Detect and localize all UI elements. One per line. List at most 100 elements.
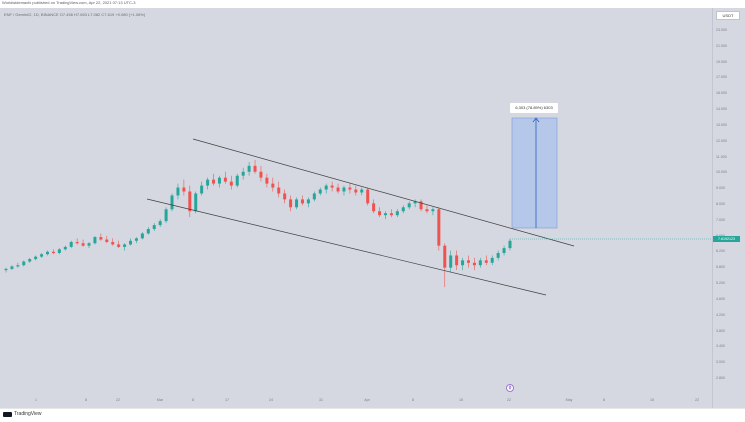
- time-axis-label: 31: [319, 398, 323, 402]
- price-axis-label: 5.800: [716, 265, 725, 270]
- current-price-label: 7.6192123: [713, 236, 740, 242]
- price-axis-label: 23.000: [716, 28, 727, 32]
- candle-body: [223, 177, 227, 182]
- candle-body: [289, 199, 293, 208]
- candle-body: [259, 171, 263, 178]
- candle-body: [401, 207, 405, 212]
- candle-body: [212, 179, 216, 184]
- time-axis-label: 17: [225, 398, 229, 402]
- candle-body: [40, 254, 44, 257]
- price-axis[interactable]: [712, 8, 745, 408]
- candle-body: [336, 187, 340, 192]
- target-box: [511, 117, 558, 229]
- price-axis-label: 16.000: [716, 91, 727, 96]
- candle-body: [342, 187, 346, 192]
- candle-body: [490, 257, 494, 263]
- candle-body: [34, 256, 38, 260]
- price-axis-label: 7.000: [716, 217, 725, 222]
- price-axis-label: 5.200: [716, 281, 725, 286]
- candle-body: [318, 189, 322, 194]
- candle-body: [372, 203, 376, 212]
- tradingview-logo[interactable]: TradingView: [3, 411, 42, 417]
- price-axis-label: 3.800: [716, 328, 725, 333]
- price-axis-label: 4.600: [716, 296, 725, 301]
- candle-body: [123, 244, 127, 247]
- candle-body: [93, 237, 97, 244]
- channel-upper-line: [192, 138, 575, 247]
- candle-body: [164, 209, 168, 222]
- candle-body: [508, 240, 512, 249]
- channel-lower-line: [146, 198, 547, 296]
- price-axis-label: 6.800: [716, 234, 725, 238]
- candle-body: [478, 260, 482, 266]
- time-axis-label: 15: [650, 398, 654, 402]
- candle-body: [271, 183, 275, 188]
- price-axis-label: 11.000: [716, 154, 727, 159]
- candle-body: [105, 239, 109, 242]
- target-label: 6.303 (78.89%) 6303: [510, 103, 558, 113]
- candle-body: [217, 177, 221, 184]
- price-axis-label: 21.000: [716, 43, 727, 48]
- candle-body: [413, 201, 417, 204]
- price-axis-label: 3.000: [716, 360, 725, 365]
- candle-body: [152, 225, 156, 230]
- candle-body: [330, 185, 334, 188]
- candle-body: [360, 189, 364, 193]
- candle-body: [449, 255, 453, 268]
- candle-body: [235, 175, 239, 186]
- time-axis-label: 8: [603, 398, 605, 402]
- price-axis-label: 14.000: [716, 107, 727, 112]
- footer: TradingView: [0, 408, 745, 422]
- publish-header: Worldwidemaxfx published on TradingView.…: [0, 0, 745, 8]
- price-axis-label: 4.200: [716, 312, 725, 317]
- candle-body: [484, 260, 488, 263]
- candle-body: [16, 265, 20, 267]
- chart-area[interactable]: [0, 8, 712, 408]
- candle-body: [389, 213, 393, 216]
- price-axis-label: 2.800: [716, 376, 725, 380]
- candle-body: [395, 211, 399, 216]
- candle-body: [295, 199, 299, 208]
- price-axis-label: 13.000: [716, 122, 727, 127]
- candle-body: [437, 209, 441, 246]
- currency-badge[interactable]: USDT: [716, 11, 740, 20]
- price-axis-label: 3.400: [716, 344, 725, 349]
- candle-body: [324, 185, 328, 190]
- time-axis-label: Apr: [364, 398, 370, 402]
- candle-body: [63, 246, 67, 250]
- candle-body: [176, 187, 180, 196]
- candle-body: [99, 237, 103, 240]
- candle-body: [200, 185, 204, 194]
- price-axis-label: 8.000: [716, 202, 725, 206]
- candle-body: [306, 199, 310, 204]
- candle-body: [253, 165, 257, 172]
- price-axis-label: 6.200: [716, 249, 725, 254]
- candle-body: [188, 191, 192, 212]
- candle-body: [194, 193, 198, 212]
- candle-body: [277, 187, 281, 194]
- candle-body: [455, 255, 459, 266]
- time-axis-label: Mar: [156, 398, 164, 402]
- candle-body: [425, 209, 429, 212]
- time-axis-label: 22: [507, 398, 511, 402]
- candle-body: [75, 242, 79, 244]
- time-axis-label: 15: [459, 398, 463, 402]
- candle-body: [312, 193, 316, 200]
- tradingview-logo-icon: [3, 411, 12, 417]
- candle-body: [134, 238, 138, 241]
- candle-body: [10, 266, 14, 269]
- time-axis-label: 22: [695, 398, 699, 402]
- candle-body: [472, 262, 476, 266]
- candle-body: [22, 261, 26, 266]
- candle-body: [46, 251, 50, 255]
- candle-body: [51, 251, 55, 253]
- candle-body: [158, 221, 162, 226]
- candle-body: [69, 242, 73, 247]
- candle-body: [241, 171, 245, 176]
- price-axis-label: 12.000: [716, 138, 727, 143]
- event-icon[interactable]: ϕ: [506, 384, 514, 392]
- candle-body: [117, 244, 121, 247]
- candle-body: [87, 243, 91, 246]
- tradingview-brand: TradingView: [14, 411, 42, 417]
- candle-body: [461, 260, 465, 266]
